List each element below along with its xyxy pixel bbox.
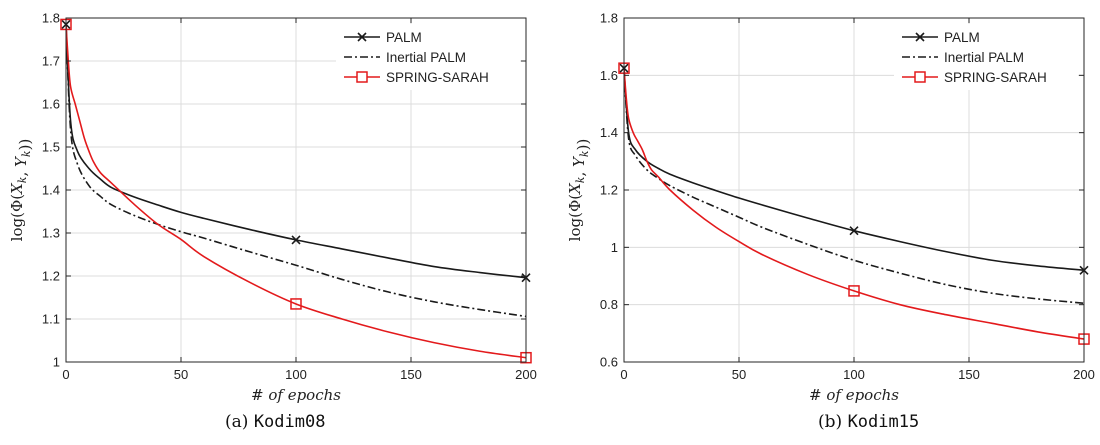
legend: PALM Inertial PALM SPRING-SARAH	[336, 24, 520, 90]
legend-label-spring-sarah: SPRING-SARAH	[386, 70, 489, 85]
series-line-inertial-palm	[624, 68, 1084, 305]
y-tick-label-5: 1.5	[42, 140, 60, 155]
legend-label-inertial-palm: Inertial PALM	[386, 50, 466, 65]
y-tick-label-7: 1.7	[42, 54, 60, 69]
x-tick-label-3: 150	[958, 367, 980, 382]
y-tick-label-0: 1	[53, 355, 60, 370]
marker-palm-1	[849, 226, 859, 236]
series-line-palm	[624, 68, 1084, 272]
x-tick-label-4: 200	[515, 367, 537, 382]
x-tick-label-3: 150	[400, 367, 422, 382]
caption-a-label: (a)	[225, 412, 254, 432]
legend-label-inertial-palm: Inertial PALM	[944, 50, 1024, 65]
marker-spring-sarah-1	[848, 285, 860, 297]
x-tick-label-0: 0	[62, 367, 69, 382]
caption-a-name: Kodim08	[253, 412, 326, 432]
y-axis-label: log(Φ(Xk, Yk))	[566, 139, 592, 242]
x-tick-label-1: 50	[732, 367, 746, 382]
x-tick-label-2: 100	[843, 367, 865, 382]
caption-b: (b) Kodim15	[818, 412, 919, 432]
marker-palm-1	[291, 235, 301, 245]
series-line-inertial-palm	[66, 24, 526, 318]
series-line-spring-sarah	[66, 24, 526, 359]
caption-a: (a) Kodim08	[225, 412, 325, 432]
y-tick-label-6: 1.8	[600, 11, 618, 26]
x-axis-label: # of epochs	[251, 386, 341, 404]
x-tick-label-1: 50	[174, 367, 188, 382]
y-tick-label-4: 1.4	[600, 125, 618, 140]
y-tick-label-8: 1.8	[42, 11, 60, 26]
legend: PALM Inertial PALM SPRING-SARAH	[894, 24, 1078, 90]
y-tick-label-2: 1.2	[42, 269, 60, 284]
legend-marker-spring-sarah	[914, 71, 926, 83]
chart-b: 0 50 100 150 200 0.6 0.8 1 1.2 1.4 1.6 1.8 # of epoc…	[566, 11, 1095, 405]
y-tick-label-6: 1.6	[42, 97, 60, 112]
y-tick-label-5: 1.6	[600, 68, 618, 83]
y-tick-label-3: 1.3	[42, 226, 60, 241]
legend-label-palm: PALM	[386, 30, 422, 45]
marker-spring-sarah-1	[290, 298, 302, 310]
chart-a: 0 50 100 150 200 1 1.1 1.2 1.3 1.4 1.5 1.6 1.7 1.8 # o…	[8, 11, 537, 405]
y-tick-label-3: 1.2	[600, 183, 618, 198]
x-tick-label-0: 0	[620, 367, 627, 382]
legend-marker-spring-sarah	[356, 71, 368, 83]
x-tick-label-4: 200	[1073, 367, 1095, 382]
caption-b-name: Kodim15	[847, 412, 920, 432]
legend-label-spring-sarah: SPRING-SARAH	[944, 70, 1047, 85]
series-line-spring-sarah	[624, 68, 1084, 340]
x-axis-label: # of epochs	[809, 386, 899, 404]
y-tick-label-1: 0.8	[600, 297, 618, 312]
y-tick-label-2: 1	[611, 240, 618, 255]
y-tick-label-0: 0.6	[600, 355, 618, 370]
legend-label-palm: PALM	[944, 30, 980, 45]
y-tick-label-4: 1.4	[42, 183, 60, 198]
y-axis-label: log(Φ(Xk, Yk))	[8, 139, 34, 242]
y-tick-label-1: 1.1	[42, 312, 60, 327]
series-line-palm	[66, 24, 526, 279]
x-tick-label-2: 100	[285, 367, 307, 382]
caption-b-label: (b)	[818, 412, 848, 432]
